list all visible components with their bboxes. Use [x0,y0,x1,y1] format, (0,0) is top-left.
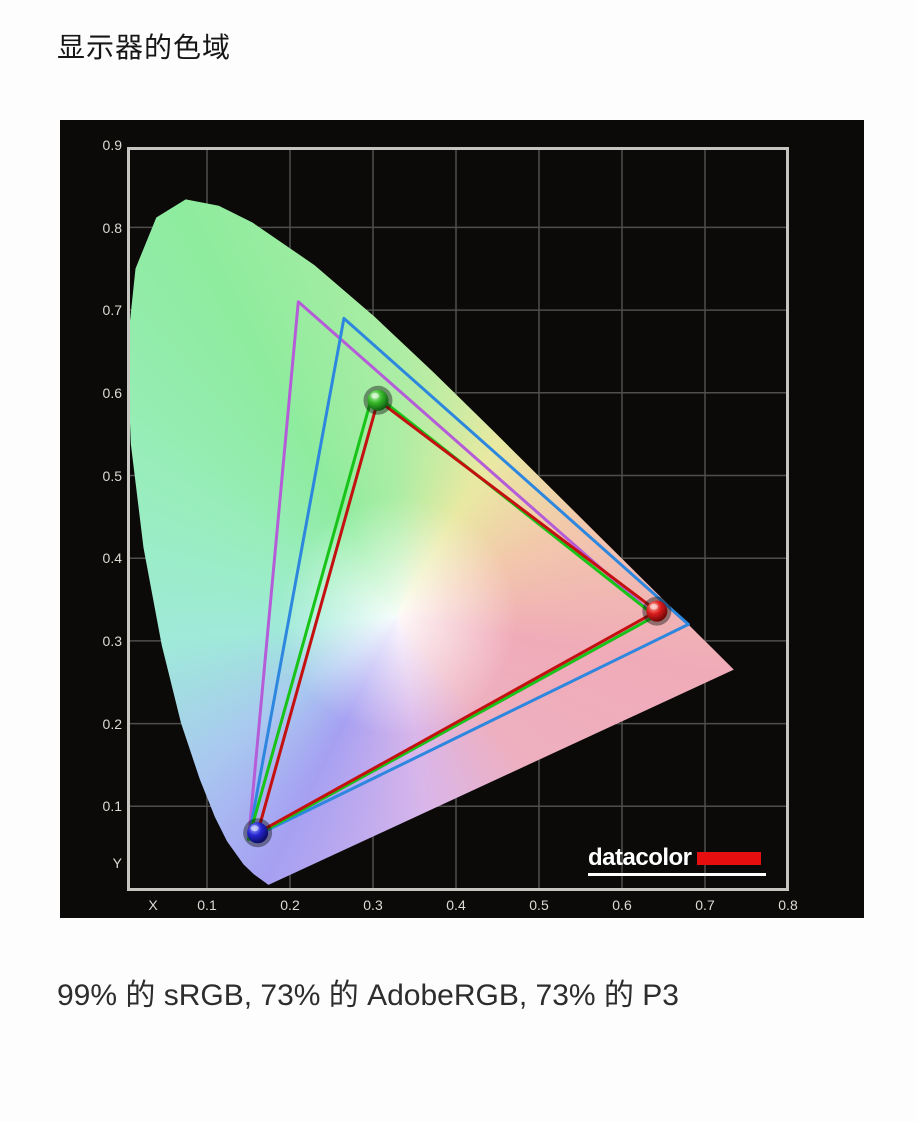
page-title: 显示器的色域 [57,32,232,63]
x-tick-label: 0.4 [446,897,466,913]
y-tick-label: 0.6 [102,385,122,401]
y-axis-title: Y [112,855,122,871]
chromaticity-chart-panel: 0.9 0.8 0.7 0.6 0.5 0.4 0.3 0.2 0.1 Y X … [60,120,864,918]
x-tick-label: 0.2 [280,897,300,913]
gamut-triangles-layer [127,147,789,891]
x-tick-label: 0.6 [612,897,632,913]
y-tick-label: 0.2 [102,716,122,732]
y-tick-label: 0.4 [102,550,122,566]
datacolor-logo-text: datacolor [588,844,692,871]
x-axis-title: X [148,897,158,913]
y-tick-label: 0.5 [102,468,122,484]
x-tick-label: 0.3 [363,897,383,913]
gamut-coverage-caption: 99% 的 sRGB, 73% 的 AdobeRGB, 73% 的 P3 [57,979,679,1012]
y-tick-label: 0.7 [102,302,122,318]
y-tick-label: 0.3 [102,633,122,649]
x-tick-label: 0.7 [695,897,715,913]
datacolor-logo-red-bar [696,851,761,865]
x-tick-label: 0.5 [529,897,549,913]
x-tick-label: 0.8 [778,897,798,913]
y-tick-label: 0.1 [102,798,122,814]
datacolor-logo: datacolor [588,844,766,876]
y-tick-label: 0.8 [102,220,122,236]
x-tick-label: 0.1 [197,897,217,913]
y-tick-label: 0.9 [102,137,122,153]
